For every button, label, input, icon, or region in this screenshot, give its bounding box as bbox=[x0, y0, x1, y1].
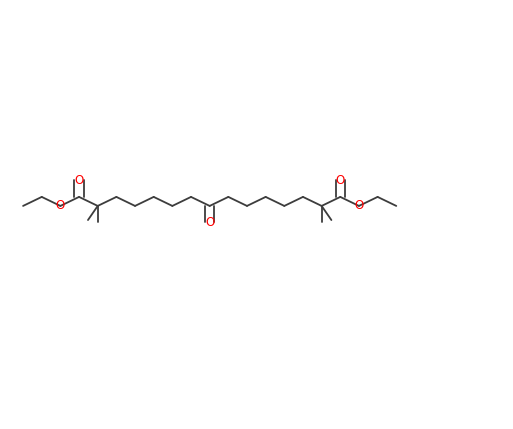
Text: O: O bbox=[56, 199, 65, 212]
Text: O: O bbox=[354, 199, 364, 212]
Text: O: O bbox=[74, 174, 84, 187]
Text: O: O bbox=[205, 216, 214, 229]
Text: O: O bbox=[336, 174, 345, 187]
